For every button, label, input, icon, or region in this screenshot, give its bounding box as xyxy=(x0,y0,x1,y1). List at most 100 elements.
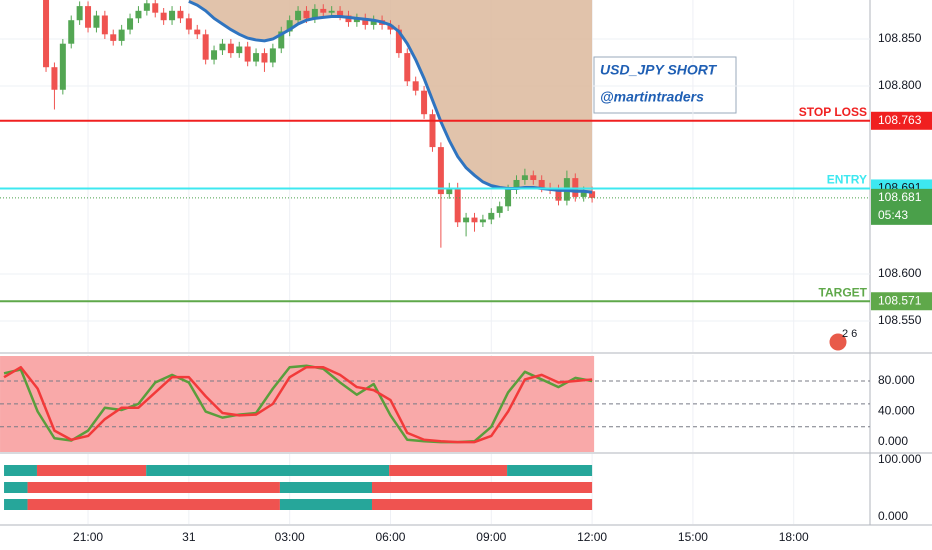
level-name: STOP LOSS xyxy=(799,105,867,119)
x-tick-label: 12:00 xyxy=(577,530,607,544)
current-price-label: 108.681 xyxy=(878,190,922,204)
candle-body xyxy=(320,8,327,13)
candle-body xyxy=(429,114,436,148)
state-segment xyxy=(279,499,372,510)
candle-body xyxy=(236,46,243,54)
candle-body xyxy=(295,10,302,21)
state-segment xyxy=(4,465,37,476)
candle-body xyxy=(555,189,562,201)
candle-body xyxy=(479,219,486,223)
indicator-line xyxy=(3,364,593,444)
candle-body xyxy=(143,3,150,11)
candle-body xyxy=(269,48,276,63)
candle-body xyxy=(101,15,108,35)
price-badge xyxy=(871,292,932,311)
candle-body xyxy=(59,43,66,90)
candle-body xyxy=(76,6,83,21)
price-badge xyxy=(871,188,932,225)
candle-body xyxy=(404,53,411,82)
candle-body xyxy=(580,191,587,197)
annotation: @martintraders xyxy=(600,89,704,105)
candle-body xyxy=(362,18,369,25)
countdown: 05:43 xyxy=(878,208,908,222)
level-name: TARGET xyxy=(819,285,868,299)
candle-body xyxy=(387,24,394,30)
candle-body xyxy=(496,206,503,213)
state-segment xyxy=(36,465,147,476)
candle-body xyxy=(127,18,134,30)
candle-body xyxy=(505,189,512,207)
candle-body xyxy=(110,34,117,41)
candle-body xyxy=(513,179,520,190)
x-tick-label: 31 xyxy=(182,530,196,544)
candle-body xyxy=(395,29,402,54)
y-tick-label: 80.000 xyxy=(878,373,915,387)
candle-body xyxy=(160,12,167,21)
candle-body xyxy=(421,90,428,115)
indicator-line xyxy=(3,365,593,444)
candle-body xyxy=(530,175,537,180)
candle-body xyxy=(185,18,192,30)
candle-body xyxy=(454,187,461,223)
candle-body xyxy=(446,187,453,195)
candle-body xyxy=(311,8,318,19)
candle-body xyxy=(471,217,478,223)
state-segment xyxy=(507,465,593,476)
x-tick-label: 03:00 xyxy=(275,530,305,544)
state-segment xyxy=(146,465,390,476)
y-tick-label: 108.600 xyxy=(878,266,922,280)
candle-body xyxy=(488,212,495,220)
ribbon xyxy=(188,0,593,193)
candle-body xyxy=(589,191,596,198)
price-badge-label: 108.571 xyxy=(878,293,922,307)
annotation-box xyxy=(593,56,737,114)
candle-body xyxy=(328,10,335,13)
candle-body xyxy=(521,175,528,180)
candle-body xyxy=(253,53,260,62)
candle-body xyxy=(412,81,419,91)
candle-body xyxy=(463,217,470,223)
candle-body xyxy=(278,31,285,49)
candle-body xyxy=(43,0,50,68)
candle-body xyxy=(244,46,251,62)
candle-body xyxy=(370,20,377,25)
candle-body xyxy=(118,29,125,41)
candle-body xyxy=(303,10,310,19)
candle-body xyxy=(135,10,142,19)
candle-body xyxy=(219,43,226,51)
x-tick-label: 09:00 xyxy=(476,530,506,544)
state-segment xyxy=(371,482,593,493)
candle-body xyxy=(353,18,360,23)
state-segment xyxy=(27,499,280,510)
y-tick-label: 108.850 xyxy=(878,31,922,45)
state-segment xyxy=(4,482,28,493)
candle-body xyxy=(437,147,444,195)
annotation: USD_JPY SHORT xyxy=(600,62,718,78)
candle-body xyxy=(261,53,268,63)
state-segment xyxy=(371,499,593,510)
state-segment xyxy=(27,482,280,493)
y-tick-label: 108.550 xyxy=(878,313,922,327)
candle-body xyxy=(211,50,218,60)
y-tick-label: 0.000 xyxy=(878,434,908,448)
y-tick-label: 0.000 xyxy=(878,509,908,523)
state-segment xyxy=(389,465,508,476)
y-tick-label: 108.800 xyxy=(878,78,922,92)
candle-body xyxy=(538,179,545,188)
candle-body xyxy=(177,10,184,19)
candle-body xyxy=(194,29,201,35)
y-tick-label: 40.000 xyxy=(878,404,915,418)
level-name: ENTRY xyxy=(827,173,867,187)
candle-body xyxy=(68,20,75,44)
event-badge: 2 6 xyxy=(842,328,857,340)
candle-body xyxy=(93,15,100,28)
candle-body xyxy=(85,6,92,28)
price-badge xyxy=(871,111,932,130)
candle-body xyxy=(337,10,344,16)
candle-body xyxy=(202,34,209,60)
x-tick-label: 06:00 xyxy=(375,530,405,544)
price-badge-label: 108.763 xyxy=(878,113,922,127)
candle-body xyxy=(169,10,176,21)
y-tick-label: 100.000 xyxy=(878,452,922,466)
